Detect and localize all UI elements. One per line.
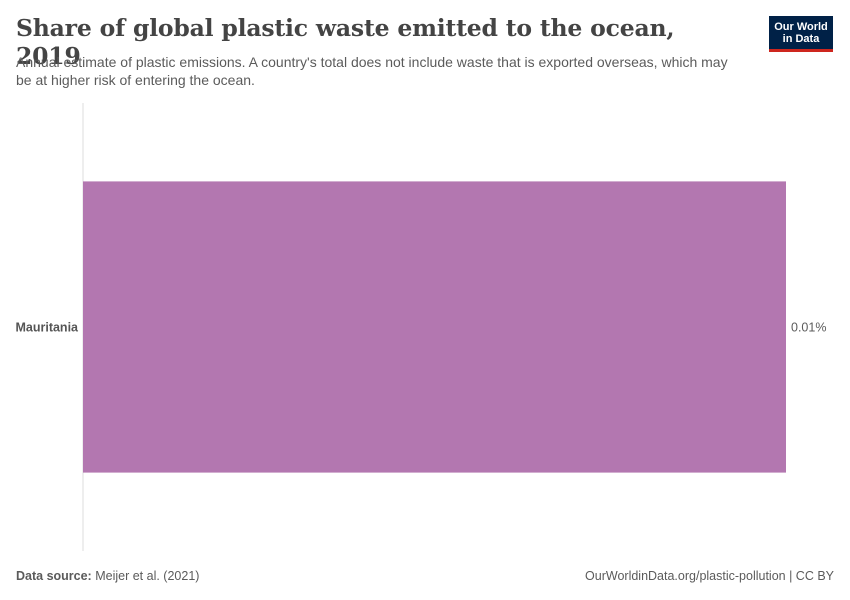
logo-line-1: Our World (774, 20, 828, 33)
data-source: Data source: Meijer et al. (2021) (16, 569, 199, 583)
bar-mauritania[interactable] (83, 181, 786, 473)
logo-line-2: in Data (782, 32, 820, 45)
data-source-label: Data source: (16, 569, 92, 583)
source-url-link[interactable]: OurWorldinData.org/plastic-pollution | C… (585, 569, 834, 583)
chart-subtitle: Annual estimate of plastic emissions. A … (16, 54, 728, 88)
owid-logo[interactable]: Our World in Data (769, 16, 833, 52)
value-label: 0.01% (791, 321, 826, 335)
category-label: Mauritania (15, 321, 79, 335)
data-source-text: Meijer et al. (2021) (95, 569, 200, 583)
chart-title: Share of global plastic waste emitted to… (16, 14, 675, 70)
